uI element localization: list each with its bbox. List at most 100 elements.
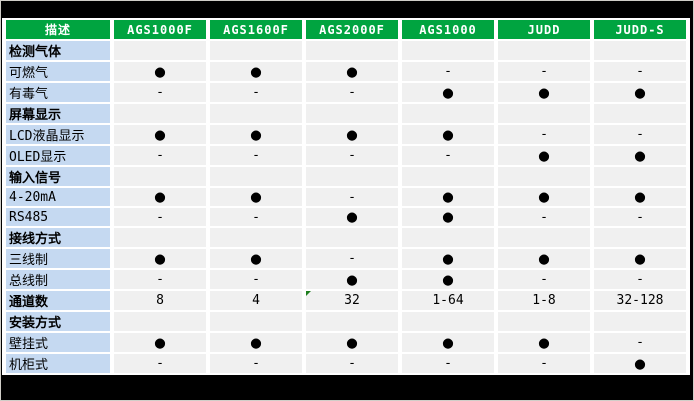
- value-cell: ●: [498, 249, 590, 268]
- table-row: RS485- - ● ● - -: [6, 208, 686, 226]
- column-header-model: JUDD: [498, 20, 590, 39]
- value-cell: -: [498, 125, 590, 144]
- value-cell: ●: [306, 270, 398, 289]
- value-cell: -: [114, 146, 206, 165]
- table-row: 壁挂式 ● ● ● ● ● -: [6, 333, 686, 352]
- value-cell: [210, 41, 302, 60]
- value-cell: ●: [594, 146, 686, 165]
- product-comparison-table: 描述 AGS1000F AGS1600F AGS2000F AGS1000 JUDD JUD…: [2, 18, 690, 375]
- column-header-model: AGS2000F: [306, 20, 398, 39]
- row-label: 总线制: [6, 270, 110, 289]
- row-label: 4-20mA: [6, 188, 110, 206]
- value-cell: ●: [402, 188, 494, 206]
- value-cell: -: [306, 249, 398, 268]
- value-cell: [594, 312, 686, 331]
- value-cell: ●: [498, 83, 590, 102]
- value-cell: ●: [306, 62, 398, 81]
- table-row: 可燃气 ● ● ● - - -: [6, 62, 686, 81]
- value-cell: ●: [210, 333, 302, 352]
- row-label: 输入信号: [6, 167, 110, 186]
- value-cell: -: [498, 270, 590, 289]
- section-row: 检测气体: [6, 41, 686, 60]
- row-label: 有毒气: [6, 83, 110, 102]
- value-cell: 32: [306, 291, 398, 310]
- value-cell: [594, 104, 686, 123]
- value-cell: ●: [594, 188, 686, 206]
- table-row: 三线制 ● ● - ● ● ●: [6, 249, 686, 268]
- value-cell: [498, 104, 590, 123]
- value-cell: [114, 228, 206, 247]
- value-cell: 1-64: [402, 291, 494, 310]
- row-label: RS485: [6, 208, 110, 226]
- value-cell: ●: [402, 333, 494, 352]
- value-cell: [306, 312, 398, 331]
- value-cell: [594, 41, 686, 60]
- value-cell: ●: [210, 249, 302, 268]
- value-cell: ●: [114, 249, 206, 268]
- value-cell: [306, 167, 398, 186]
- section-row: 屏幕显示: [6, 104, 686, 123]
- value-cell: ●: [402, 83, 494, 102]
- row-label: 机柜式: [6, 354, 110, 373]
- value-cell: -: [306, 354, 398, 373]
- value-cell: ●: [402, 208, 494, 226]
- header-row: 描述 AGS1000F AGS1600F AGS2000F AGS1000 JUDD JUD…: [6, 20, 686, 39]
- value-cell: ●: [402, 125, 494, 144]
- value-cell: -: [594, 208, 686, 226]
- value-cell: -: [498, 62, 590, 81]
- value-cell: ●: [210, 125, 302, 144]
- value-cell: -: [306, 188, 398, 206]
- table-row: 有毒气 - - - ● ● ●: [6, 83, 686, 102]
- row-label: OLED显示: [6, 146, 110, 165]
- value-cell: -: [210, 208, 302, 226]
- value-cell: -: [498, 208, 590, 226]
- column-header-model: AGS1000F: [114, 20, 206, 39]
- value-cell: -: [594, 62, 686, 81]
- column-header-description: 描述: [6, 20, 110, 39]
- value-cell: ●: [114, 125, 206, 144]
- value-cell: ●: [114, 333, 206, 352]
- value-cell: 32-128: [594, 291, 686, 310]
- value-cell: -: [402, 146, 494, 165]
- value-cell: ●: [402, 249, 494, 268]
- value-cell: -: [306, 83, 398, 102]
- row-label: 屏幕显示: [6, 104, 110, 123]
- table-body: 检测气体 可燃气 ● ● ● - - - 有毒气 - - - ● ● ● 屏幕显示 LCD液晶显示 ● ● ● ● - - O…: [6, 41, 686, 373]
- value-cell: ●: [306, 208, 398, 226]
- value-cell: [210, 167, 302, 186]
- value-cell: 8: [114, 291, 206, 310]
- value-cell: ●: [402, 270, 494, 289]
- value-cell: ●: [114, 62, 206, 81]
- value-cell: ●: [210, 188, 302, 206]
- row-label: 可燃气: [6, 62, 110, 81]
- value-cell: -: [210, 146, 302, 165]
- comment-marker-icon: [306, 291, 311, 296]
- column-header-model: JUDD-S: [594, 20, 686, 39]
- value-cell: ●: [498, 333, 590, 352]
- row-label: 通道数: [6, 291, 110, 310]
- value-cell: -: [210, 354, 302, 373]
- value-cell: [306, 228, 398, 247]
- value-cell: -: [402, 62, 494, 81]
- value-cell: [402, 228, 494, 247]
- table-row: 通道数 8 4 32 1-64 1-8 32-128: [6, 291, 686, 310]
- table-row: 4-20mA ● ● - ● ● ●: [6, 188, 686, 206]
- table-row: 总线制 - - ● ● - -: [6, 270, 686, 289]
- value-cell: [114, 41, 206, 60]
- value-cell: [594, 228, 686, 247]
- value-cell: -: [306, 146, 398, 165]
- value-cell: [498, 167, 590, 186]
- table-row: OLED显示 - - - - ● ●: [6, 146, 686, 165]
- value-cell: [498, 41, 590, 60]
- section-row: 接线方式: [6, 228, 686, 247]
- column-header-model: AGS1000: [402, 20, 494, 39]
- table-row: 机柜式 - - - - - ●: [6, 354, 686, 373]
- row-label: LCD液晶显示: [6, 125, 110, 144]
- value-cell: [210, 312, 302, 331]
- value-cell: -: [594, 125, 686, 144]
- value-cell: -: [210, 270, 302, 289]
- value-cell: -: [114, 208, 206, 226]
- value-cell: [402, 41, 494, 60]
- value-cell: ●: [594, 83, 686, 102]
- value-cell: [114, 312, 206, 331]
